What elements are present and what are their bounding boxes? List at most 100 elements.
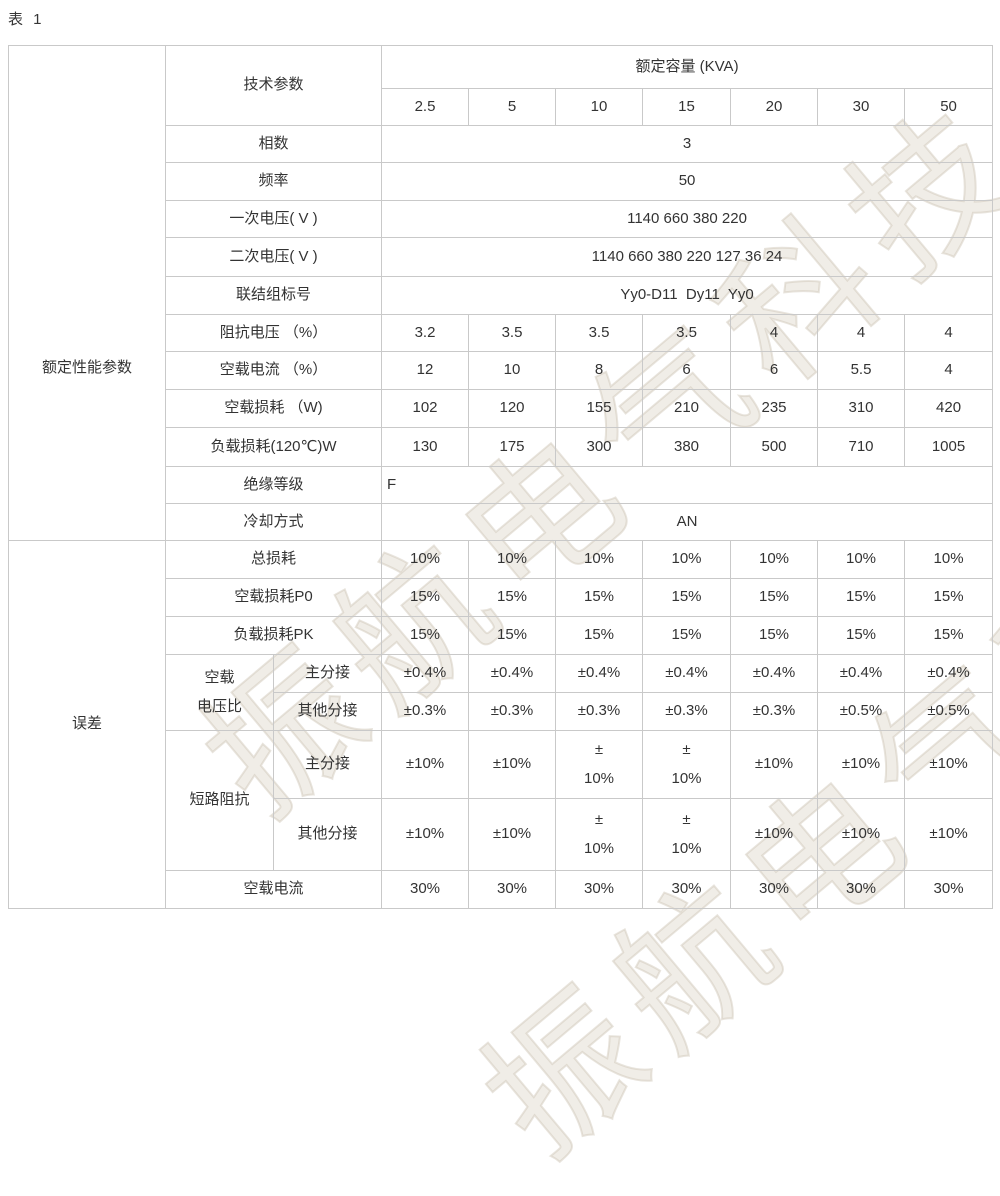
capacity-cell: 30 [817, 88, 906, 126]
label-insulation-class: 绝缘等级 [164, 466, 383, 504]
label-no-load-current: 空载电流 （%） [164, 351, 383, 390]
value-no-load-current-error: 30% [904, 870, 994, 909]
value-no-load-current-error: 30% [381, 870, 470, 909]
value-no-load-current: 10 [468, 351, 557, 390]
value-no-load-current: 5.5 [817, 351, 906, 390]
value-short-circuit-other-tap: ± 10% [642, 798, 732, 871]
label-load-loss: 负载损耗(120℃)W [164, 427, 383, 467]
value-voltage-ratio-other-tap: ±0.3% [468, 692, 557, 731]
value-impedance-voltage: 4 [730, 314, 819, 352]
value-no-load-loss: 102 [381, 389, 470, 428]
page-title: 表 1 [8, 11, 45, 28]
value-total-loss: 10% [904, 540, 994, 579]
value-no-load-loss: 235 [730, 389, 819, 428]
value-no-load-loss-p0: 15% [904, 578, 994, 617]
value-voltage-ratio-main-tap: ±0.4% [381, 654, 470, 693]
label-voltage-ratio-main-tap: 主分接 [272, 654, 383, 693]
value-total-loss: 10% [381, 540, 470, 579]
value-no-load-loss: 155 [555, 389, 644, 428]
value-short-circuit-other-tap: ±10% [904, 798, 994, 871]
value-vector-group: Yy0-D11 Dy11 Yy0 [381, 276, 994, 315]
label-short-circuit-impedance: 短路阻抗 [165, 730, 274, 871]
label-voltage-ratio-other-tap: 其他分接 [272, 692, 383, 731]
label-frequency: 频率 [164, 162, 383, 201]
value-voltage-ratio-main-tap: ±0.4% [555, 654, 644, 693]
value-no-load-loss: 210 [642, 389, 732, 428]
label-short-circuit-other-tap: 其他分接 [272, 798, 383, 871]
capacity-cell: 10 [555, 88, 644, 126]
value-load-loss: 175 [468, 427, 557, 467]
value-no-load-current-error: 30% [817, 870, 906, 909]
value-voltage-ratio-main-tap: ±0.4% [642, 654, 732, 693]
capacity-cell: 2.5 [381, 88, 470, 126]
value-short-circuit-other-tap: ±10% [468, 798, 557, 871]
value-voltage-ratio-main-tap: ±0.4% [817, 654, 906, 693]
capacity-cell: 5 [468, 88, 557, 126]
value-load-loss-pk: 15% [642, 616, 732, 655]
value-voltage-ratio-other-tap: ±0.3% [381, 692, 470, 731]
value-short-circuit-other-tap: ±10% [817, 798, 906, 871]
label-secondary-voltage: 二次电压( V ) [164, 237, 383, 277]
capacity-cell: 20 [730, 88, 819, 126]
value-frequency: 50 [381, 162, 994, 201]
value-no-load-loss-p0: 15% [642, 578, 732, 617]
value-no-load-loss-p0: 15% [730, 578, 819, 617]
value-load-loss: 300 [555, 427, 644, 467]
value-voltage-ratio-main-tap: ±0.4% [730, 654, 819, 693]
tech-param-header: 技术参数 [164, 45, 383, 126]
value-no-load-current-error: 30% [730, 870, 819, 909]
value-no-load-loss: 120 [468, 389, 557, 428]
row-group-rated-label: 额定性能参数 [8, 45, 166, 541]
value-load-loss-pk: 15% [555, 616, 644, 655]
value-load-loss-pk: 15% [468, 616, 557, 655]
label-voltage-ratio: 空载 电压比 [165, 654, 274, 731]
value-primary-voltage: 1140 660 380 220 [381, 200, 994, 238]
value-short-circuit-main-tap: ± 10% [555, 730, 644, 799]
value-load-loss-pk: 15% [730, 616, 819, 655]
value-short-circuit-main-tap: ±10% [381, 730, 470, 799]
value-no-load-loss-p0: 15% [817, 578, 906, 617]
value-total-loss: 10% [730, 540, 819, 579]
value-total-loss: 10% [817, 540, 906, 579]
value-load-loss-pk: 15% [904, 616, 994, 655]
value-load-loss: 1005 [904, 427, 994, 467]
value-no-load-current-error: 30% [642, 870, 732, 909]
value-short-circuit-main-tap: ±10% [468, 730, 557, 799]
label-total-loss: 总损耗 [164, 540, 383, 579]
value-impedance-voltage: 3.2 [381, 314, 470, 352]
value-short-circuit-other-tap: ±10% [381, 798, 470, 871]
value-short-circuit-main-tap: ± 10% [642, 730, 732, 799]
value-load-loss: 380 [642, 427, 732, 467]
capacity-cell: 15 [642, 88, 732, 126]
value-no-load-loss-p0: 15% [381, 578, 470, 617]
label-no-load-current-error: 空载电流 [164, 870, 383, 909]
value-voltage-ratio-other-tap: ±0.5% [904, 692, 994, 731]
value-secondary-voltage: 1140 660 380 220 127 36 24 [381, 237, 994, 277]
label-cooling: 冷却方式 [164, 503, 383, 541]
value-voltage-ratio-other-tap: ±0.3% [555, 692, 644, 731]
capacity-cell: 50 [904, 88, 994, 126]
value-no-load-current-error: 30% [555, 870, 644, 909]
label-load-loss-pk: 负载损耗PK [164, 616, 383, 655]
label-short-circuit-main-tap: 主分接 [272, 730, 383, 799]
value-no-load-loss: 310 [817, 389, 906, 428]
value-impedance-voltage: 4 [817, 314, 906, 352]
value-short-circuit-main-tap: ±10% [817, 730, 906, 799]
value-voltage-ratio-other-tap: ±0.3% [730, 692, 819, 731]
value-no-load-current-error: 30% [468, 870, 557, 909]
label-primary-voltage: 一次电压( V ) [164, 200, 383, 238]
value-no-load-loss-p0: 15% [555, 578, 644, 617]
value-no-load-current: 8 [555, 351, 644, 390]
value-load-loss: 130 [381, 427, 470, 467]
value-total-loss: 10% [642, 540, 732, 579]
value-impedance-voltage: 4 [904, 314, 994, 352]
value-load-loss: 710 [817, 427, 906, 467]
value-impedance-voltage: 3.5 [555, 314, 644, 352]
value-load-loss-pk: 15% [817, 616, 906, 655]
value-no-load-current: 12 [381, 351, 470, 390]
value-load-loss: 500 [730, 427, 819, 467]
value-load-loss-pk: 15% [381, 616, 470, 655]
value-no-load-current: 6 [730, 351, 819, 390]
value-no-load-current: 6 [642, 351, 732, 390]
value-voltage-ratio-other-tap: ±0.5% [817, 692, 906, 731]
